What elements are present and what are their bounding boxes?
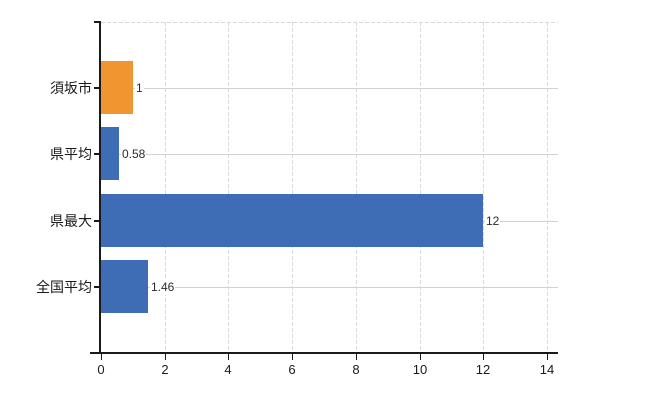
bar-value-label: 1 <box>135 80 144 96</box>
x-axis-tick <box>356 354 357 360</box>
y-axis-tick <box>94 153 101 155</box>
plot-area: 1 0.58 12 1.46 <box>101 22 558 353</box>
vertical-gridline <box>356 22 357 353</box>
y-axis-line <box>99 22 101 353</box>
x-tick-label: 14 <box>539 362 555 377</box>
vertical-gridline <box>547 22 548 353</box>
bar <box>101 61 133 114</box>
y-axis-top-tick <box>94 21 101 23</box>
x-axis-tick <box>292 354 293 360</box>
vertical-gridline <box>483 22 484 353</box>
x-axis-tick <box>483 354 484 360</box>
category-label: 須坂市 <box>50 80 92 96</box>
x-tick-label: 8 <box>352 362 360 377</box>
x-tick-label: 2 <box>161 362 169 377</box>
x-tick-label: 12 <box>475 362 491 377</box>
bar-value-label: 1.46 <box>150 279 176 295</box>
y-axis-tick <box>94 220 101 222</box>
bar-value-label: 0.58 <box>121 146 147 162</box>
bar-value-label: 12 <box>485 213 501 229</box>
category-label: 県最大 <box>50 213 92 229</box>
vertical-gridline <box>420 22 421 353</box>
y-axis-tick <box>94 286 101 288</box>
x-axis-tick <box>228 354 229 360</box>
vertical-gridline <box>292 22 293 353</box>
x-axis-tick <box>101 354 102 360</box>
x-axis-tick <box>547 354 548 360</box>
x-tick-label: 4 <box>224 362 232 377</box>
x-axis-tick <box>420 354 421 360</box>
x-axis-tick <box>165 354 166 360</box>
category-label: 県平均 <box>50 146 92 162</box>
bar <box>101 260 148 313</box>
vertical-gridline <box>165 22 166 353</box>
horizontal-gridline <box>101 287 558 288</box>
y-axis-tick <box>94 87 101 89</box>
plot-top-border-gridline <box>101 22 558 23</box>
vertical-gridline <box>228 22 229 353</box>
bar <box>101 127 119 180</box>
x-tick-label: 10 <box>412 362 428 377</box>
horizontal-gridline <box>101 154 558 155</box>
x-tick-label: 6 <box>288 362 296 377</box>
x-axis-line <box>90 352 558 354</box>
category-label: 全国平均 <box>36 279 92 295</box>
horizontal-gridline <box>101 88 558 89</box>
x-tick-label: 0 <box>97 362 105 377</box>
bar <box>101 194 483 247</box>
